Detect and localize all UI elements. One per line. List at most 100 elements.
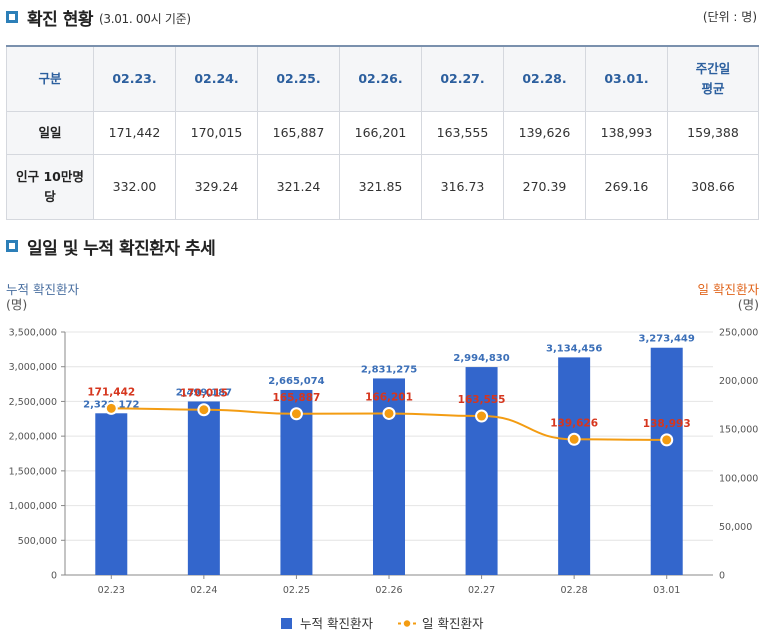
left-axis-tick-label: 1,500,000 — [9, 466, 57, 477]
header-date: 02.24. — [175, 45, 258, 112]
right-axis-unit: (명) — [737, 297, 759, 312]
table-cell: 321.85 — [339, 153, 422, 220]
row-label-line1: 인구 10만명 — [16, 168, 84, 184]
right-axis-tick-label: 250,000 — [719, 328, 758, 339]
section-header-status: 확진 현황 (3.01. 00시 기준) — [6, 5, 191, 30]
header-date: 02.25. — [257, 45, 340, 112]
x-axis-tick-label: 02.24 — [190, 585, 217, 596]
square-bullet-icon — [6, 240, 18, 252]
bar-value-label: 2,665,074 — [268, 376, 324, 387]
table-cell-average: 308.66 — [667, 153, 759, 220]
legend-bar-swatch — [281, 618, 292, 629]
left-axis-tick-label: 3,500,000 — [9, 328, 57, 339]
table-cell: 166,201 — [339, 110, 422, 155]
x-axis-tick-label: 02.27 — [468, 585, 495, 596]
table-cell: 321.24 — [257, 153, 340, 220]
line-point — [475, 409, 489, 423]
line-point — [382, 406, 396, 420]
header-avg-line2: 평균 — [701, 80, 725, 96]
table-cell: 171,442 — [93, 110, 176, 155]
line-point — [567, 432, 581, 446]
right-axis-tick-label: 200,000 — [719, 376, 758, 387]
table-cell: 329.24 — [175, 153, 258, 220]
table-cell: 270.39 — [503, 153, 586, 220]
x-axis-tick-label: 03.01 — [653, 585, 680, 596]
line-value-label: 165,887 — [273, 392, 321, 404]
trend-chart: 3,500,000 3,000,000 2,500,000 2,000,000 1,50… — [9, 328, 759, 632]
bar — [280, 389, 313, 575]
header-date: 02.26. — [339, 45, 422, 112]
right-axis-tick-label: 100,000 — [719, 473, 758, 484]
row-label: 인구 10만명 당 — [6, 153, 94, 220]
bar-value-label: 3,134,456 — [546, 343, 602, 354]
left-axis-tick-label: 1,000,000 — [9, 501, 57, 512]
bar — [95, 413, 128, 575]
left-axis-unit: (명) — [6, 297, 28, 312]
table-cell-average: 159,388 — [667, 110, 759, 155]
header-date: 02.28. — [503, 45, 586, 112]
header-category: 구분 — [6, 45, 94, 112]
legend-bar-label: 누적 확진환자 — [300, 616, 373, 631]
table-row: 인구 10만명 당 332.00 329.24 321.24 321.85 31… — [6, 153, 759, 220]
right-axis-tick-label: 50,000 — [719, 522, 752, 533]
left-axis-tick-label: 3,000,000 — [9, 362, 57, 373]
right-axis-title: 일 확진환자 (명) — [698, 282, 759, 312]
x-axis-tick-label: 02.25 — [283, 585, 310, 596]
row-label: 일일 — [6, 110, 94, 155]
header-date: 02.27. — [421, 45, 504, 112]
line-value-label: 138,993 — [643, 418, 691, 430]
table-header-row: 구분 02.23. 02.24. 02.25. 02.26. 02.27. 02… — [6, 45, 759, 112]
row-label-line2: 당 — [44, 188, 56, 204]
line-value-label: 166,201 — [365, 391, 413, 403]
left-axis-title-text: 누적 확진환자 — [6, 282, 79, 297]
section-subtitle: (3.01. 00시 기준) — [98, 12, 191, 26]
bar — [187, 401, 220, 575]
line-point — [197, 403, 211, 417]
legend-line-label: 일 확진환자 — [422, 616, 484, 631]
bar-value-label: 2,994,830 — [453, 353, 509, 364]
left-axis-tick-label: 0 — [51, 571, 57, 582]
left-axis-title: 누적 확진환자 (명) — [6, 282, 79, 312]
header-weekly-average: 주간일 평균 — [667, 45, 759, 112]
table-cell: 165,887 — [257, 110, 340, 155]
table-cell: 163,555 — [421, 110, 504, 155]
line-value-label: 139,626 — [550, 417, 598, 429]
header-avg-line1: 주간일 — [695, 60, 731, 76]
right-axis-title-text: 일 확진환자 — [697, 282, 759, 297]
table-cell: 316.73 — [421, 153, 504, 220]
x-axis-tick-label: 02.28 — [561, 585, 588, 596]
chart-section-title: 일일 및 누적 확진환자 추세 — [27, 238, 216, 259]
line-point — [104, 401, 118, 415]
x-axis-tick-label: 02.23 — [98, 585, 125, 596]
bar-value-label: 2,499,187 — [176, 387, 232, 398]
line-value-label: 163,555 — [458, 394, 506, 406]
line-point — [660, 433, 674, 447]
table-cell: 139,626 — [503, 110, 586, 155]
header-date: 03.01. — [585, 45, 668, 112]
bar-value-label: 2,831,275 — [361, 364, 417, 375]
section-header-trend: 일일 및 누적 확진환자 추세 — [6, 234, 216, 259]
left-axis-tick-label: 2,500,000 — [9, 397, 57, 408]
bar-value-label: 3,273,449 — [639, 334, 695, 345]
x-axis-tick-label: 02.26 — [375, 585, 402, 596]
table-cell: 138,993 — [585, 110, 668, 155]
table-row: 일일 171,442 170,015 165,887 166,201 163,5… — [6, 110, 759, 155]
square-bullet-icon — [6, 11, 18, 23]
header-date: 02.23. — [93, 45, 176, 112]
line-value-label: 171,442 — [87, 386, 135, 398]
line-value-label: 170,015 — [180, 388, 228, 400]
left-axis-tick-label: 2,000,000 — [9, 432, 57, 443]
table-cell: 269.16 — [585, 153, 668, 220]
section-title: 확진 현황 — [27, 9, 93, 30]
unit-label: (단위 : 명) — [702, 10, 757, 24]
table-cell: 170,015 — [175, 110, 258, 155]
right-axis-tick-label: 150,000 — [719, 425, 758, 436]
status-table: 구분 02.23. 02.24. 02.25. 02.26. 02.27. 02… — [6, 45, 759, 220]
bar — [465, 367, 498, 575]
line-point — [289, 407, 303, 421]
bar — [558, 357, 591, 575]
left-axis-tick-label: 500,000 — [18, 536, 57, 547]
table-cell: 332.00 — [93, 153, 176, 220]
bar — [650, 347, 683, 575]
right-axis-tick-label: 0 — [719, 571, 725, 582]
